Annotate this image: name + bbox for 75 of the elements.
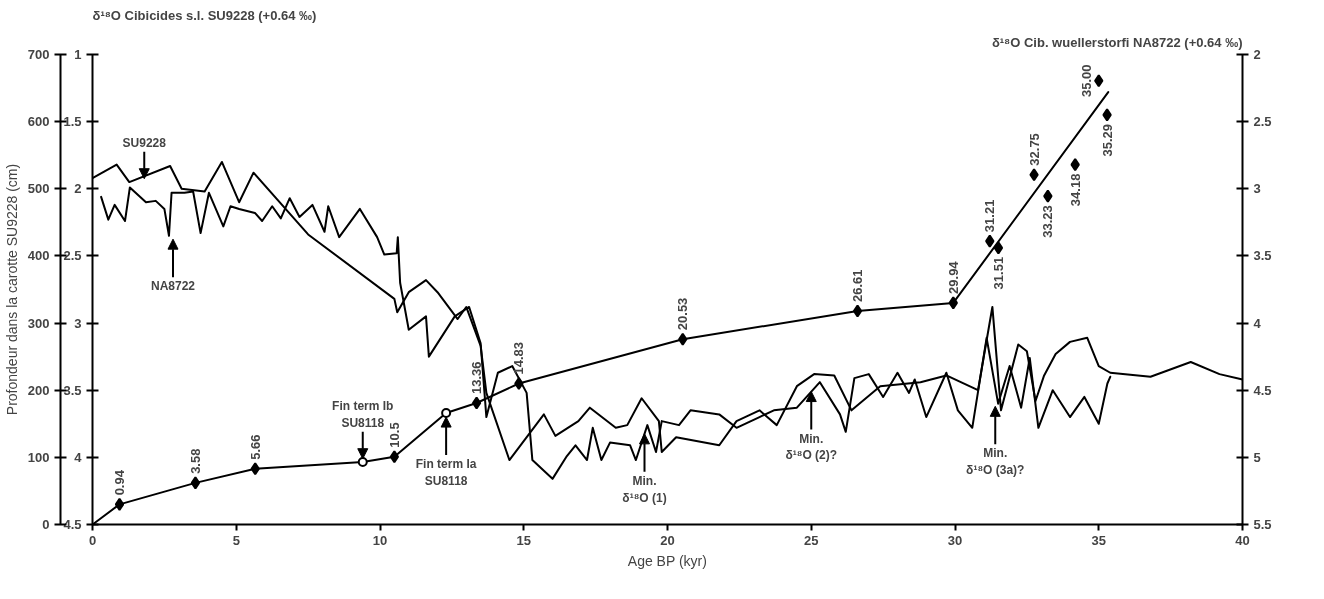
x-tick-label: 5 [232, 532, 240, 548]
y3-tick-label: 2.5 [63, 248, 82, 264]
annotation: 5.66 [247, 434, 263, 460]
annotation: Fin term Ia SU8118 [415, 457, 477, 488]
annotation: Min. δ¹⁸O (2)? [785, 431, 838, 463]
y-axis-title: Profondeur dans la carotte SU9228 (cm) [3, 163, 20, 416]
y3-tick-label: 4 [74, 449, 83, 465]
point [948, 296, 958, 310]
y3-tick-label: 1 [74, 47, 82, 62]
point [190, 476, 201, 490]
x-tick-label: 0 [88, 532, 97, 548]
annotation: 14.83 [511, 341, 527, 375]
point [852, 304, 863, 318]
point [985, 234, 995, 248]
annotation: 35.00 [1078, 64, 1094, 97]
y-tick-label: 500 [27, 181, 50, 197]
x-tick-label: 35 [1091, 532, 1106, 548]
point [250, 462, 260, 476]
annotation: 26.61 [850, 269, 866, 302]
annotation: 31.21 [982, 199, 998, 233]
annotation: 34.18 [1067, 173, 1083, 207]
annotation: Min. δ¹⁸O (1) [622, 473, 667, 505]
x-tick-label: 40 [1235, 532, 1250, 548]
y-tick-label: 200 [27, 382, 50, 398]
point [993, 241, 1004, 255]
y-tick-label: 100 [27, 449, 50, 465]
point [1094, 74, 1104, 88]
x-tick-label: 10 [372, 532, 388, 548]
point [389, 450, 400, 464]
y3-tick-label: 3.5 [63, 382, 82, 398]
x-tick-label: 15 [516, 532, 531, 548]
annotation: Min. δ¹⁸O (3a)? [966, 446, 1025, 478]
y-tick-label: 400 [27, 248, 50, 264]
y3-axis-title: δ¹⁸O Cibicides s.l. SU9228 (+0.64 ‰) [92, 7, 317, 23]
x-tick-label: 20 [660, 532, 675, 548]
annotation: 33.23 [1040, 205, 1056, 238]
y-tick-label: 700 [27, 47, 50, 62]
y2-tick-label: 4.5 [1253, 382, 1272, 398]
y2-tick-label: 5 [1253, 449, 1261, 465]
point [1043, 189, 1053, 203]
point [1070, 158, 1080, 172]
point [357, 457, 368, 468]
y2-tick-label: 5.5 [1253, 517, 1272, 532]
point [678, 332, 688, 346]
y3-tick-label: 1.5 [63, 114, 82, 130]
y-tick-label: 600 [27, 114, 50, 130]
y3-tick-label: 2 [74, 181, 82, 197]
annotation: 35.29 [1099, 123, 1115, 157]
x-tick-label: 30 [947, 532, 963, 548]
point [114, 497, 125, 511]
annotation: 13.36 [469, 361, 485, 394]
point [1102, 108, 1112, 122]
point [471, 396, 482, 410]
y3-tick-label: 3 [74, 315, 82, 331]
y2-tick-label: 2 [1253, 47, 1261, 62]
y3-tick-label: 4.5 [63, 517, 82, 532]
annotation: NA8722 [150, 279, 196, 294]
annotation: 31.51 [990, 256, 1006, 290]
annotation: 32.75 [1026, 133, 1042, 166]
annotation: 20.53 [675, 297, 691, 331]
y-tick-label: 0 [42, 517, 50, 532]
y2-tick-label: 2.5 [1253, 114, 1272, 130]
y-tick-label: 300 [27, 315, 50, 331]
point [1029, 168, 1039, 182]
annotation: 0.94 [112, 469, 128, 496]
y2-tick-label: 3.5 [1253, 248, 1272, 264]
y2-tick-label: 3 [1253, 181, 1261, 197]
y2-tick-label: 4 [1253, 315, 1262, 331]
annotation: SU9228 [122, 135, 167, 150]
x-tick-label: 25 [804, 532, 819, 548]
annotation: 3.58 [187, 448, 203, 474]
annotation: 29.94 [945, 260, 961, 294]
point [441, 408, 452, 419]
y2-axis-title: δ¹⁸O Cib. wuellerstorfi NA8722 (+0.64 ‰) [991, 34, 1243, 50]
x-axis-title: Age BP (kyr) [627, 552, 707, 569]
